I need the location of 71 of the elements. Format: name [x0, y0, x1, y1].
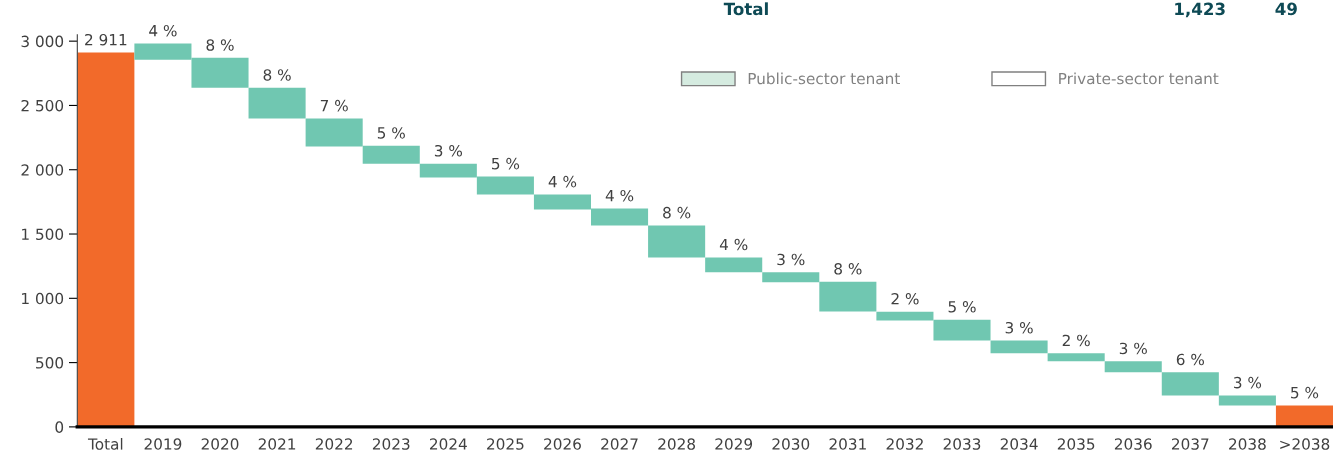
- bar: [1161, 372, 1219, 396]
- annotation: 8 %: [263, 69, 291, 81]
- x-tick-label: 2033: [943, 438, 981, 450]
- annotation: 3 %: [777, 253, 805, 266]
- x-tick-label: 2025: [487, 438, 524, 450]
- legend-label: Public-sector tenant: [748, 72, 900, 85]
- x-tick-label: Total: [87, 438, 123, 450]
- x-tick-label: 2026: [544, 438, 581, 450]
- x-tick-label: 2038: [1229, 438, 1266, 450]
- y-tick-label: 500: [36, 357, 64, 369]
- y-tick-label: 2 000: [21, 164, 64, 176]
- annotation: 5 %: [1291, 386, 1319, 399]
- annotation: 7 %: [320, 99, 348, 112]
- x-tick-label: 2036: [1114, 438, 1152, 450]
- text: 49: [1275, 2, 1297, 16]
- y-tick-label: 1 000: [22, 292, 64, 305]
- bar: [248, 87, 306, 119]
- bar: [1104, 361, 1162, 373]
- annotation: 8 %: [663, 206, 691, 219]
- x-tick-label: 2035: [1057, 438, 1095, 450]
- data-label: 2 911: [85, 33, 127, 46]
- x-tick-label: 2019: [144, 438, 182, 450]
- annotation: 5 %: [948, 300, 976, 313]
- text: Total: [723, 2, 768, 16]
- annotation: 3 %: [434, 145, 463, 157]
- y-tick-label: 0: [55, 421, 64, 433]
- y-tick-label: 2 500: [21, 99, 64, 112]
- bar: [705, 257, 763, 273]
- bar: [77, 52, 135, 427]
- annotation: 4 %: [149, 24, 177, 37]
- bar: [648, 225, 706, 258]
- annotation: 3 %: [1005, 321, 1033, 334]
- annotation: 2 %: [1062, 334, 1090, 347]
- x-tick-label: 2029: [715, 438, 753, 450]
- legend-label: Private-sector tenant: [1059, 72, 1219, 85]
- x-tick-label: 2021: [258, 438, 296, 450]
- annotation: 4 %: [719, 238, 748, 251]
- bar: [990, 340, 1048, 354]
- annotation: 5 %: [377, 127, 405, 139]
- bar: [305, 118, 363, 147]
- x-tick-label: 2023: [372, 438, 410, 450]
- x-tick-label: 2028: [658, 438, 696, 450]
- annotation: 3 %: [1119, 342, 1147, 355]
- bar: [819, 281, 877, 312]
- bar: [362, 145, 420, 164]
- bar: [933, 319, 991, 341]
- annotation: 4 %: [605, 189, 634, 202]
- x-tick-label: 2020: [201, 438, 239, 450]
- x-tick-label: 2024: [429, 438, 467, 450]
- annotation: 2 %: [891, 293, 919, 305]
- annotation: 3 %: [1234, 376, 1262, 389]
- bar: [762, 272, 820, 283]
- x-tick-label: 2022: [315, 438, 353, 450]
- x-tick-label: 2031: [829, 438, 866, 450]
- y-tick-label: 3 000: [21, 35, 64, 48]
- x-tick-label: 2032: [886, 438, 923, 450]
- x-tick-label: 2037: [1171, 438, 1209, 450]
- x-tick-label: 2030: [772, 438, 810, 450]
- x-tick-label: >2038: [1280, 438, 1330, 450]
- annotation: 8 %: [206, 39, 234, 51]
- x-tick-label: 2034: [1000, 438, 1038, 450]
- annotation: 4 %: [548, 175, 577, 188]
- bar: [1218, 395, 1276, 406]
- text: 1,423: [1175, 2, 1225, 18]
- annotation: 6 %: [1176, 353, 1205, 366]
- bar: [1047, 353, 1105, 362]
- annotation: 8 %: [834, 263, 862, 275]
- x-tick-label: 2027: [601, 438, 638, 450]
- y-tick-label: 1 500: [22, 228, 64, 241]
- annotation: 5 %: [492, 157, 520, 170]
- bar: [876, 311, 934, 321]
